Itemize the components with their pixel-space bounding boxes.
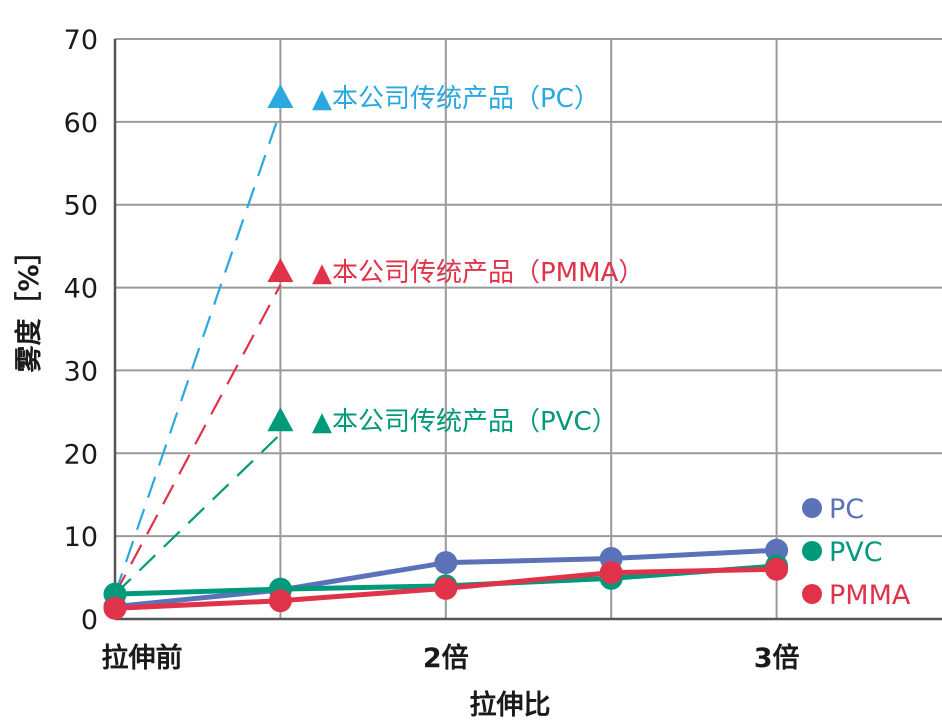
y-tick-label: 70 (64, 25, 98, 56)
data-point (599, 561, 623, 585)
y-tick-labels: 0 10 20 30 40 50 60 70 (64, 25, 98, 636)
conventional-label: ▲本公司传统产品（PMMA） (312, 258, 644, 288)
conventional-label: ▲本公司传统产品（PC） (312, 84, 600, 114)
x-tick-labels: 拉伸前 2倍 3倍 (102, 642, 800, 674)
legend-label: PMMA (829, 580, 911, 611)
data-point (434, 576, 458, 600)
y-tick-label: 0 (81, 605, 98, 636)
legend-label: PVC (829, 537, 883, 568)
y-tick-label: 10 (64, 522, 98, 553)
x-tick-label: 拉伸前 (102, 642, 183, 674)
legend: PC PVC PMMA (802, 494, 911, 611)
data-point (765, 538, 789, 562)
y-tick-label: 20 (64, 439, 98, 470)
conventional-products: ▲本公司传统产品（PC） ▲本公司传统产品（PMMA） ▲本公司传统产品（PVC） (113, 84, 644, 595)
legend-label: PC (829, 494, 864, 525)
data-point (765, 557, 789, 581)
series-lines (103, 538, 789, 620)
y-tick-label: 60 (64, 108, 98, 139)
y-tick-label: 50 (64, 191, 98, 222)
conventional-triangle-marker (267, 84, 294, 109)
x-tick-label: 2倍 (423, 642, 469, 674)
conventional-dashed-line (114, 433, 282, 595)
data-point (103, 596, 127, 620)
x-axis-title: 拉伸比 (470, 689, 551, 720)
data-point (434, 551, 458, 575)
conventional-label: ▲本公司传统产品（PVC） (312, 407, 618, 437)
y-tick-label: 30 (64, 356, 98, 387)
data-point (268, 589, 292, 613)
grid-lines (115, 38, 942, 619)
conventional-triangle-marker (267, 407, 294, 432)
legend-marker (802, 541, 822, 561)
conventional-dashed-line (114, 284, 282, 595)
y-axis-title: 雾度［%］ (13, 237, 45, 372)
legend-marker (802, 498, 822, 518)
conventional-triangle-marker (267, 258, 294, 283)
x-tick-label: 3倍 (754, 642, 800, 674)
plot-frame (113, 38, 942, 621)
legend-marker (802, 584, 822, 604)
conventional-dashed-line (113, 110, 282, 595)
y-tick-label: 40 (64, 274, 98, 305)
